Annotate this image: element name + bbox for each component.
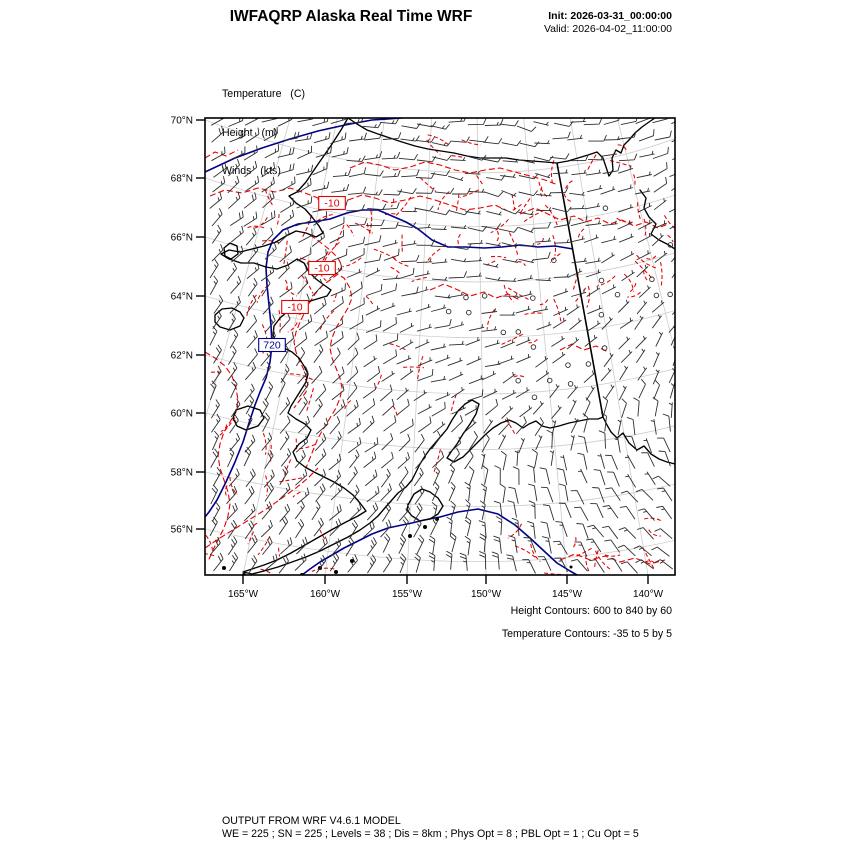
map-inner: -10 -10 -10 720 bbox=[205, 118, 675, 575]
legend-temperature: Temperature (C) bbox=[222, 87, 306, 100]
coastlines bbox=[214, 118, 675, 575]
svg-text:62°N: 62°N bbox=[171, 351, 193, 362]
svg-text:66°N: 66°N bbox=[171, 233, 193, 244]
run-times: Init: 2026-03-31_00:00:00 Valid: 2026-04… bbox=[544, 10, 672, 36]
svg-text:140°W: 140°W bbox=[633, 589, 664, 600]
temperature-contours bbox=[205, 134, 675, 575]
svg-text:56°N: 56°N bbox=[171, 525, 193, 536]
init-time: Init: 2026-03-31_00:00:00 bbox=[548, 10, 672, 22]
svg-text:68°N: 68°N bbox=[171, 174, 193, 185]
contour-labels: -10 -10 -10 720 bbox=[258, 195, 346, 353]
svg-text:155°W: 155°W bbox=[392, 589, 423, 600]
svg-text:70°N: 70°N bbox=[171, 116, 193, 127]
svg-text:165°W: 165°W bbox=[228, 589, 259, 600]
svg-text:64°N: 64°N bbox=[171, 292, 193, 303]
svg-text:145°W: 145°W bbox=[552, 589, 583, 600]
svg-text:720: 720 bbox=[263, 340, 281, 352]
svg-text:-10: -10 bbox=[287, 302, 302, 314]
svg-text:-10: -10 bbox=[324, 198, 339, 210]
svg-text:150°W: 150°W bbox=[471, 589, 502, 600]
model-footer: OUTPUT FROM WRF V4.6.1 MODEL WE = 225 ; … bbox=[222, 815, 639, 841]
height-contours-note: Height Contours: 600 to 840 by 60 bbox=[510, 605, 672, 617]
svg-text:58°N: 58°N bbox=[171, 468, 193, 479]
axis-ticks bbox=[196, 119, 649, 584]
svg-text:160°W: 160°W bbox=[310, 589, 341, 600]
wind-barbs bbox=[209, 118, 675, 574]
footer-model: OUTPUT FROM WRF V4.6.1 MODEL bbox=[222, 815, 401, 827]
map-frame bbox=[204, 117, 676, 576]
temperature-contours-note: Temperature Contours: -35 to 5 by 5 bbox=[501, 628, 672, 640]
valid-time: Valid: 2026-04-02_11:00:00 bbox=[543, 23, 672, 35]
page-title: IWFAQRP Alaska Real Time WRF bbox=[229, 8, 473, 25]
footer-config: WE = 225 ; SN = 225 ; Levels = 38 ; Dis … bbox=[222, 828, 639, 840]
svg-text:60°N: 60°N bbox=[171, 409, 193, 420]
axis-labels: 70°N 68°N 66°N 64°N 62°N 60°N 58°N 56°N 165°W 160… bbox=[171, 116, 664, 601]
svg-text:-10: -10 bbox=[314, 263, 329, 275]
